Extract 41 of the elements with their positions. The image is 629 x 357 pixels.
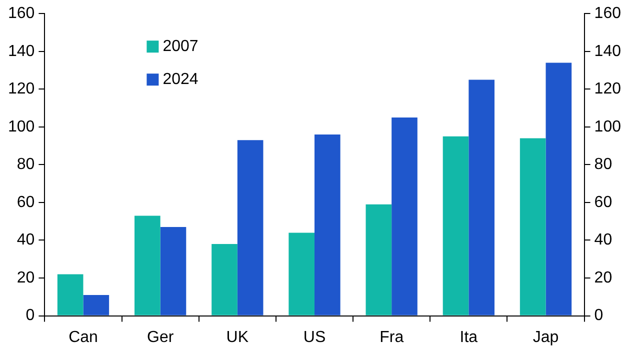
x-tick-label: UK <box>226 328 249 346</box>
bar <box>237 140 264 316</box>
y-tick-label: 80 <box>16 156 35 174</box>
bar <box>57 274 84 316</box>
y2-tick-label: 140 <box>594 42 622 60</box>
y-tick-label: 20 <box>16 269 35 286</box>
bar <box>314 134 340 316</box>
bar <box>468 80 494 316</box>
y2-tick-label: 0 <box>594 307 604 324</box>
bar <box>160 227 186 316</box>
bar <box>288 232 314 316</box>
y-tick-label: 60 <box>16 194 35 211</box>
bar <box>546 62 572 316</box>
x-tick-label: Ita <box>460 328 478 346</box>
y2-tick-label: 120 <box>594 80 622 98</box>
x-tick-label: Can <box>68 328 98 346</box>
bar <box>442 136 469 316</box>
legend-label: 2007 <box>162 38 198 56</box>
y2-tick-label: 60 <box>594 194 612 211</box>
legend-label: 2024 <box>162 71 198 88</box>
y2-tick-label: 160 <box>594 5 622 22</box>
y-tick-label: 0 <box>26 307 35 324</box>
bar <box>83 295 110 316</box>
y2-tick-label: 20 <box>594 269 612 286</box>
y-tick-label: 140 <box>8 42 35 60</box>
y2-tick-label: 80 <box>594 156 612 174</box>
y-tick-label: 160 <box>8 5 35 22</box>
x-tick-label: Jap <box>532 328 559 346</box>
x-tick-label: US <box>303 328 326 346</box>
bar <box>392 117 418 316</box>
y-tick-label: 120 <box>8 80 35 98</box>
x-tick-label: Fra <box>380 328 404 346</box>
y2-tick-label: 100 <box>594 118 622 136</box>
bar <box>212 244 238 316</box>
bar <box>520 138 546 316</box>
x-tick-label: Ger <box>146 328 174 346</box>
bar <box>366 204 392 316</box>
y2-tick-label: 40 <box>594 232 612 249</box>
y-tick-label: 40 <box>16 232 35 249</box>
y-tick-label: 100 <box>8 118 35 136</box>
bar <box>134 216 160 316</box>
